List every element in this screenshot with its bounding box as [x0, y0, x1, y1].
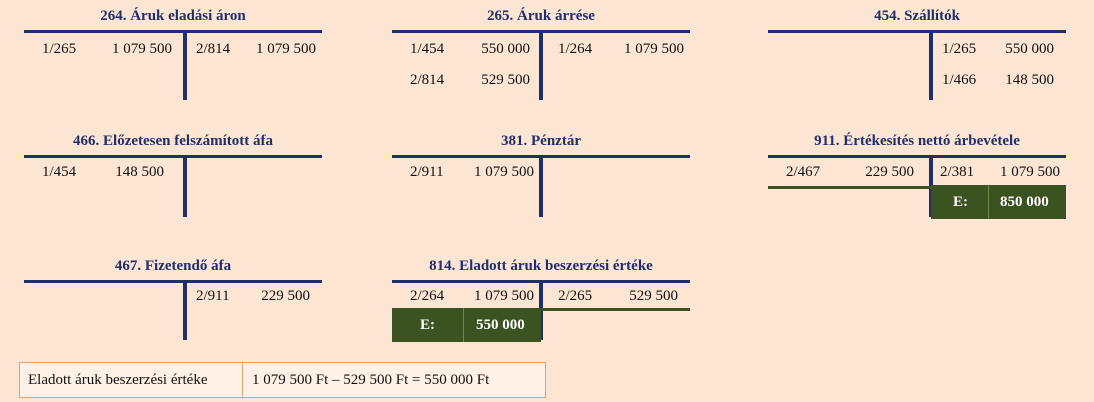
- calculation-label: Eladott áruk beszerzési értéke: [28, 371, 208, 388]
- debit-ref: 1/454: [42, 164, 77, 180]
- account-title: 454. Szállítók: [874, 8, 960, 24]
- account-title: 381. Pénztár: [501, 133, 581, 149]
- balance-separator: [463, 308, 464, 342]
- calculation-divider: [242, 363, 243, 397]
- balance-underline: [541, 308, 690, 311]
- calculation-box: Eladott áruk beszerzési értéke 1 079 500…: [19, 362, 546, 398]
- balance-box: E: 550 000: [392, 308, 541, 342]
- t-account-top-line: [24, 155, 322, 158]
- t-account-divider: [183, 280, 187, 340]
- t-account-divider: [539, 155, 543, 217]
- balance-separator: [988, 185, 989, 219]
- account-title: 467. Fizetendő áfa: [114, 258, 232, 274]
- t-account-top-line: [768, 155, 1066, 158]
- debit-amount: 229 500: [865, 164, 914, 180]
- account-911: 911. Értékesítés nettó árbevétele 2/467 …: [768, 133, 1066, 223]
- account-265: 265. Áruk árrése 1/454 550 000 2/814 529…: [392, 8, 690, 108]
- balance-label: E:: [953, 193, 968, 210]
- t-account-divider: [183, 30, 187, 100]
- debit-ref: 2/264: [410, 288, 445, 304]
- balance-underline: [768, 186, 931, 189]
- calculation-formula: 1 079 500 Ft – 529 500 Ft = 550 000 Ft: [252, 371, 490, 388]
- credit-amount: 529 500: [629, 288, 678, 304]
- account-264: 264. Áruk eladási áron 1/265 1 079 500 2…: [24, 8, 322, 108]
- credit-ref: 2/381: [940, 164, 975, 180]
- credit-amount: 1 079 500: [624, 41, 684, 57]
- t-account-divider: [539, 30, 543, 100]
- credit-ref: 1/466: [942, 72, 977, 88]
- account-title: 814. Eladott áruk beszerzési értéke: [429, 258, 653, 274]
- debit-amount: 1 079 500: [474, 164, 534, 180]
- balance-box: E: 850 000: [931, 185, 1066, 219]
- debit-amount: 550 000: [481, 41, 530, 57]
- debit-amount: 529 500: [481, 72, 530, 88]
- account-454: 454. Szállítók 1/265 550 000 1/466 148 5…: [768, 8, 1066, 108]
- account-title: 264. Áruk eladási áron: [100, 8, 246, 24]
- credit-amount: 229 500: [261, 288, 310, 304]
- account-title: 265. Áruk árrése: [487, 8, 595, 24]
- debit-amount: 1 079 500: [112, 41, 172, 57]
- credit-amount: 148 500: [1005, 72, 1054, 88]
- t-account-top-line: [24, 30, 322, 33]
- t-account-top-line: [768, 30, 1066, 33]
- debit-ref: 2/911: [410, 164, 444, 180]
- account-title: 466. Előzetesen felszámított áfa: [73, 133, 273, 149]
- debit-ref: 2/814: [410, 72, 445, 88]
- debit-ref: 1/454: [410, 41, 445, 57]
- t-account-top-line: [24, 280, 322, 283]
- credit-ref: 1/265: [942, 41, 977, 57]
- credit-ref: 2/814: [196, 41, 231, 57]
- credit-amount: 1 079 500: [256, 41, 316, 57]
- credit-ref: 2/911: [196, 288, 230, 304]
- debit-amount: 148 500: [115, 164, 164, 180]
- t-account-divider: [929, 30, 933, 100]
- account-381: 381. Pénztár 2/911 1 079 500: [392, 133, 690, 223]
- debit-amount: 1 079 500: [474, 288, 534, 304]
- t-account-divider: [183, 155, 187, 217]
- balance-value: 850 000: [1000, 193, 1049, 210]
- account-467: 467. Fizetendő áfa 2/911 229 500: [24, 258, 322, 348]
- account-title: 911. Értékesítés nettó árbevétele: [814, 133, 1020, 149]
- account-814: 814. Eladott áruk beszerzési értéke 2/26…: [392, 258, 690, 348]
- credit-ref: 1/264: [558, 41, 593, 57]
- debit-ref: 1/265: [42, 41, 77, 57]
- credit-amount: 550 000: [1005, 41, 1054, 57]
- credit-amount: 1 079 500: [1000, 164, 1060, 180]
- debit-ref: 2/467: [786, 164, 821, 180]
- balance-value: 550 000: [476, 316, 525, 333]
- account-466: 466. Előzetesen felszámított áfa 1/454 1…: [24, 133, 322, 223]
- credit-ref: 2/265: [558, 288, 593, 304]
- balance-label: E:: [420, 316, 435, 333]
